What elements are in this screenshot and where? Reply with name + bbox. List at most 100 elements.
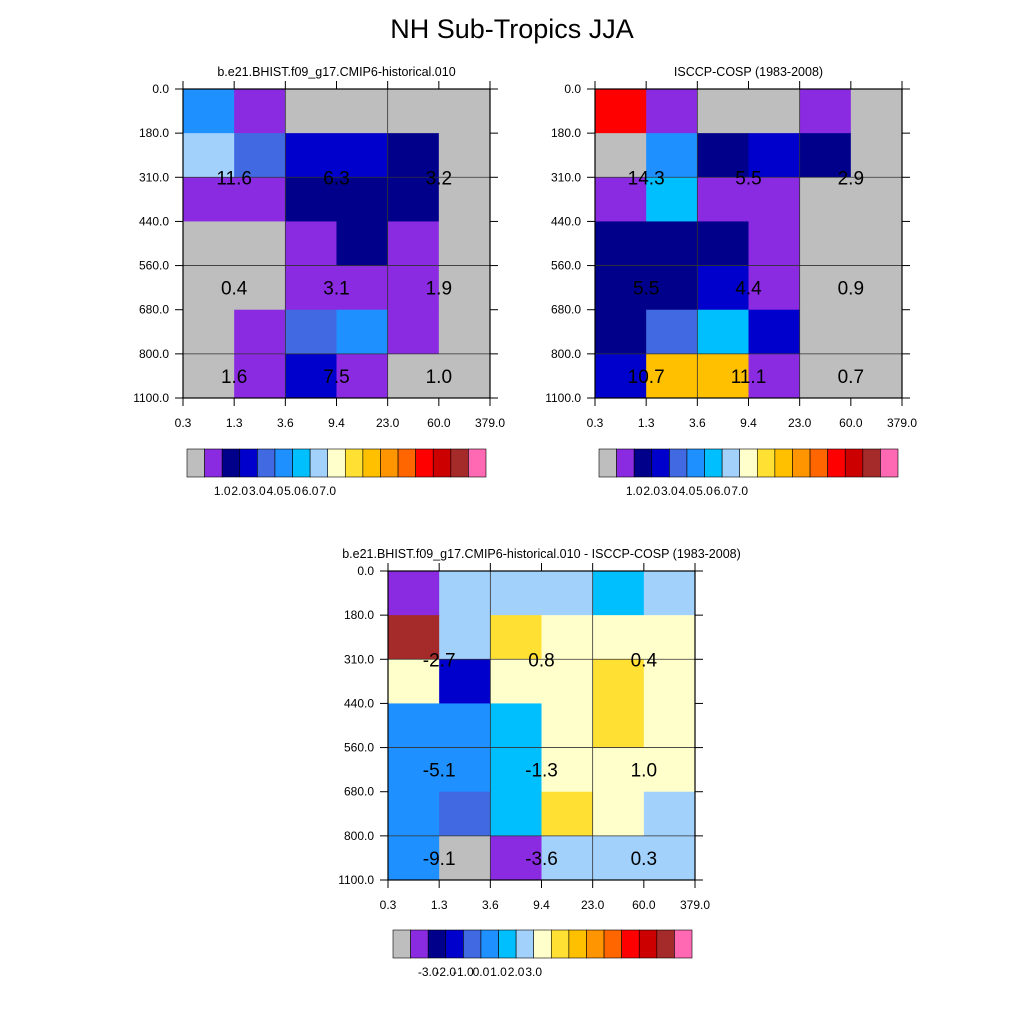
heatmap-cell xyxy=(646,265,698,311)
colorbar-swatch xyxy=(480,929,499,959)
heatmap-cell xyxy=(748,353,801,399)
heatmap-cell xyxy=(592,791,645,837)
colorbar-label: 2.0 xyxy=(231,484,248,498)
colorbar-swatch xyxy=(844,448,864,478)
colorbar-swatch xyxy=(721,448,741,478)
colorbar-label: 2.0 xyxy=(508,965,525,979)
colorbar-swatch xyxy=(656,929,675,959)
y-tick-label: 560.0 xyxy=(551,259,581,273)
colorbar-swatch xyxy=(380,448,399,478)
heatmap-cell xyxy=(646,89,698,134)
x-tick-label: 60.0 xyxy=(427,416,451,430)
x-tick-label: 379.0 xyxy=(475,416,505,430)
heatmap-cell xyxy=(438,353,491,399)
heatmap-cell xyxy=(541,703,594,749)
heatmap-cell xyxy=(799,265,852,311)
heatmap-cell xyxy=(388,703,440,749)
heatmap-cell xyxy=(541,835,594,881)
heatmap-cell xyxy=(183,309,235,355)
heatmap-cell xyxy=(388,791,440,837)
heatmap-cell xyxy=(799,133,852,178)
heatmap-cell xyxy=(490,747,542,793)
heatmap-cell xyxy=(336,309,389,355)
heatmap-cell xyxy=(388,659,440,704)
colorbar-swatch xyxy=(397,448,416,478)
heatmap-cell xyxy=(490,703,542,749)
colorbar-swatch xyxy=(633,448,653,478)
cell-value-label: 7.5 xyxy=(323,367,349,388)
heatmap-cell xyxy=(336,221,389,267)
heatmap-cell xyxy=(541,747,594,793)
colorbar-swatch xyxy=(533,929,552,959)
y-tick-label: 310.0 xyxy=(139,170,169,184)
heatmap-cell xyxy=(183,353,235,399)
heatmap-cell xyxy=(595,133,647,178)
colorbar-swatch xyxy=(568,929,587,959)
x-tick-label: 379.0 xyxy=(887,416,917,430)
cell-value-label: 0.4 xyxy=(631,650,658,671)
heatmap-cell xyxy=(643,571,696,616)
y-tick-label: 0.0 xyxy=(357,564,374,578)
heatmap-cell xyxy=(183,89,235,134)
heatmap-cell xyxy=(646,133,698,178)
colorbar-swatch xyxy=(392,929,411,959)
heatmap-cell xyxy=(850,89,903,134)
heatmap-cell xyxy=(595,353,647,399)
colorbar-swatch xyxy=(221,448,241,478)
colorbar-swatch xyxy=(686,448,705,478)
heatmap-cell xyxy=(697,221,749,267)
colorbar-label: -3.0 xyxy=(418,965,439,979)
colorbar-label: 0.0 xyxy=(473,965,490,979)
colorbar-swatch xyxy=(704,448,723,478)
heatmap-cell xyxy=(799,177,852,222)
heatmap-cell xyxy=(697,309,749,355)
colorbar-swatch xyxy=(498,929,517,959)
x-tick-label: 379.0 xyxy=(680,898,710,912)
x-tick-label: 23.0 xyxy=(581,898,605,912)
heatmap-cell xyxy=(387,309,440,355)
cell-value-label: 2.9 xyxy=(838,168,864,189)
heatmap-cell xyxy=(592,703,645,749)
heatmap-cell xyxy=(595,221,647,267)
colorbar-swatch xyxy=(651,448,670,478)
y-tick-label: 1100.0 xyxy=(545,391,581,405)
heatmap-cell xyxy=(697,353,749,399)
colorbar-swatch xyxy=(827,448,846,478)
colorbar-swatch xyxy=(432,448,452,478)
heatmap-cell xyxy=(234,177,286,222)
colorbar-label: 1.0 xyxy=(626,484,643,498)
heatmap-cell xyxy=(646,309,698,355)
heatmap-panel-model: b.e21.BHIST.f09_g17.CMIP6-historical.010… xyxy=(133,65,505,498)
colorbar-swatch xyxy=(862,448,881,478)
colorbar-swatch xyxy=(792,448,811,478)
heatmap-cell xyxy=(697,133,749,178)
heatmap-cell xyxy=(592,835,645,881)
y-tick-label: 0.0 xyxy=(152,82,169,96)
cell-value-label: -5.1 xyxy=(423,761,456,782)
colorbar-label: 7.0 xyxy=(731,484,748,498)
colorbar-label: 3.0 xyxy=(249,484,266,498)
heatmap-cell xyxy=(595,309,647,355)
heatmap-cell xyxy=(387,133,440,178)
cell-value-label: 11.6 xyxy=(216,168,252,189)
heatmap-cell xyxy=(439,791,491,837)
cell-value-label: 0.4 xyxy=(221,279,248,300)
heatmap-cell xyxy=(285,221,337,267)
cell-value-label: 0.8 xyxy=(528,650,554,671)
heatmap-cell xyxy=(541,791,594,837)
heatmap-cell xyxy=(592,659,645,704)
heatmap-cell xyxy=(595,177,647,222)
colorbar-label: 5.0 xyxy=(284,484,301,498)
y-tick-label: 180.0 xyxy=(344,608,374,622)
heatmap-cell xyxy=(799,353,852,399)
cell-value-label: 5.5 xyxy=(633,279,659,300)
heatmap-cell xyxy=(285,89,337,134)
heatmap-cell xyxy=(234,353,286,399)
y-tick-label: 310.0 xyxy=(344,652,374,666)
colorbar-swatch xyxy=(186,448,205,478)
y-tick-label: 800.0 xyxy=(551,347,581,361)
y-tick-label: 180.0 xyxy=(139,126,169,140)
x-tick-label: 1.3 xyxy=(226,416,243,430)
colorbar-label: 1.0 xyxy=(490,965,507,979)
y-tick-label: 800.0 xyxy=(344,829,374,843)
